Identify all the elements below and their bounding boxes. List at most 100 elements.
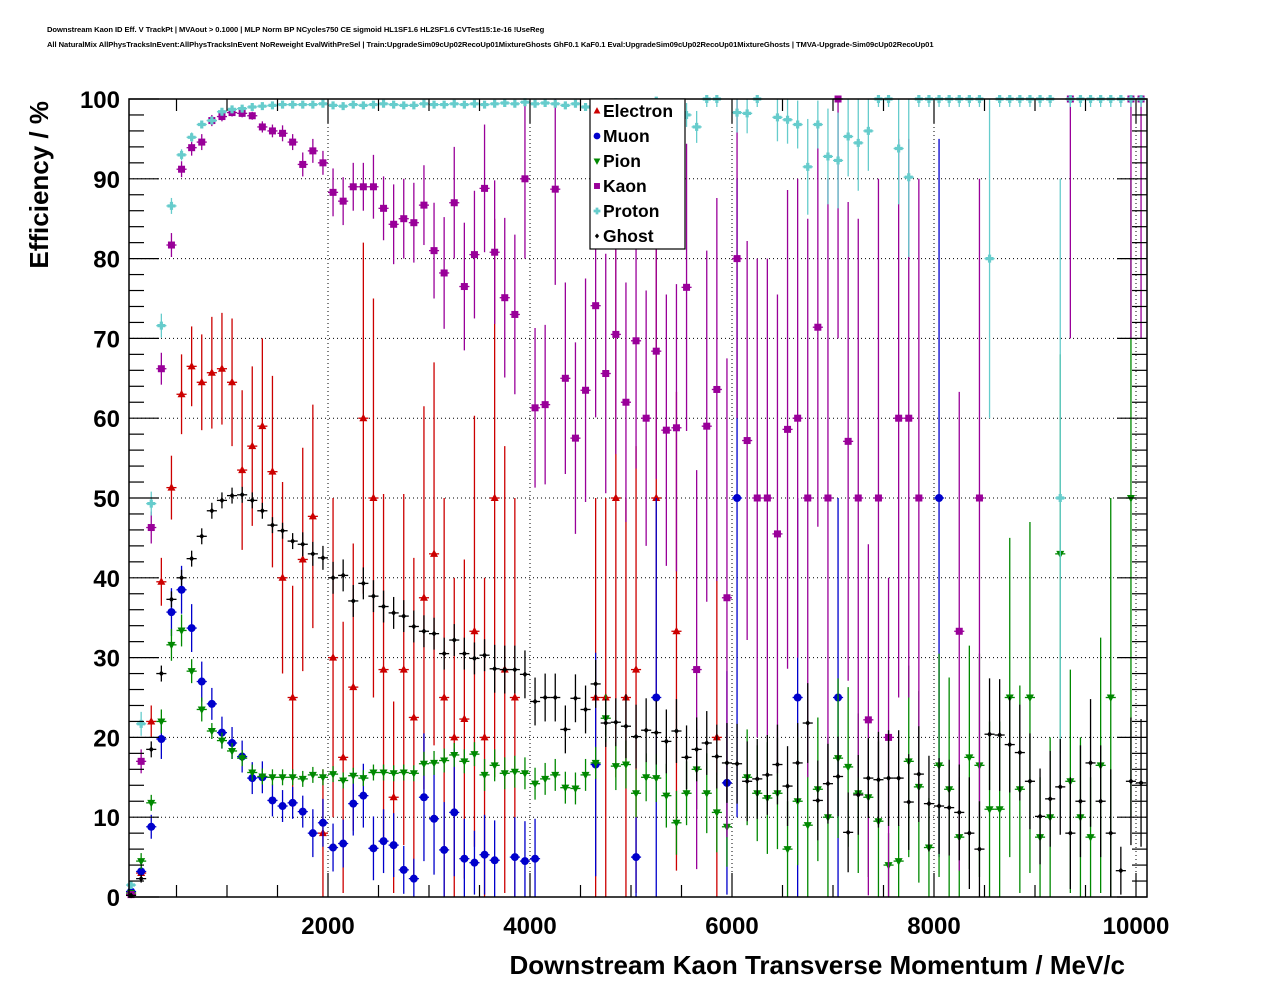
data-point: [238, 465, 247, 474]
data-point: [603, 720, 609, 727]
data-point: [926, 800, 932, 807]
data-point: [593, 207, 601, 215]
y-tick-label: 90: [93, 167, 120, 194]
data-point: [1106, 694, 1115, 702]
data-point: [663, 738, 669, 745]
data-point: [561, 101, 570, 110]
data-point: [793, 120, 802, 129]
data-point: [157, 365, 165, 373]
data-point: [400, 215, 408, 223]
data-point: [682, 790, 691, 798]
data-point: [510, 768, 519, 777]
data-point: [975, 494, 983, 502]
data-point: [783, 846, 792, 854]
data-point: [339, 102, 348, 111]
data-point: [249, 497, 255, 504]
data-point: [916, 771, 922, 778]
data-point: [248, 112, 256, 120]
data-point: [409, 712, 418, 721]
data-point: [480, 771, 489, 780]
data-point: [1077, 798, 1083, 805]
y-tick-label: 0: [107, 885, 120, 912]
data-point: [318, 818, 327, 827]
data-point: [844, 763, 853, 772]
data-point: [379, 665, 388, 673]
data-point: [411, 623, 417, 630]
data-point: [673, 728, 679, 735]
data-point: [835, 773, 841, 780]
data-point: [187, 361, 196, 370]
data-point: [147, 799, 156, 808]
data-point: [288, 693, 297, 701]
data-point: [754, 775, 760, 782]
data-point: [520, 770, 529, 778]
data-point: [369, 769, 378, 778]
data-point: [471, 655, 477, 662]
data-point: [339, 752, 348, 761]
data-point: [593, 680, 599, 687]
x-tick-label: 10000: [1103, 913, 1170, 940]
data-point: [168, 596, 174, 603]
data-point: [460, 758, 469, 766]
data-point: [278, 802, 287, 811]
data-point: [470, 858, 479, 867]
data-point: [965, 754, 974, 762]
data-point: [430, 100, 439, 109]
data-point: [582, 386, 590, 394]
legend-label: Kaon: [603, 176, 647, 196]
data-point: [359, 775, 368, 783]
y-axis-title: Efficiency / %: [24, 101, 54, 269]
data-point: [653, 729, 659, 736]
legend-label: Muon: [603, 126, 650, 146]
data-point: [844, 437, 852, 445]
data-point: [894, 858, 903, 866]
data-point: [177, 150, 186, 159]
data-point: [844, 132, 853, 141]
data-point: [814, 323, 822, 331]
data-point: [794, 414, 802, 422]
data-point: [318, 99, 327, 108]
data-point: [369, 493, 378, 501]
data-point: [724, 759, 730, 766]
data-point: [763, 494, 771, 502]
data-point: [622, 398, 630, 406]
series-pion: [126, 178, 1136, 898]
data-point: [501, 294, 509, 302]
data-point: [1027, 778, 1033, 785]
data-point: [490, 493, 499, 501]
data-point: [419, 99, 428, 108]
data-point: [611, 493, 620, 501]
data-point: [207, 728, 216, 736]
data-point: [431, 630, 437, 637]
data-point: [864, 716, 872, 724]
data-point: [389, 770, 398, 778]
data-point: [450, 751, 459, 760]
data-point: [815, 797, 821, 804]
data-point: [783, 115, 792, 124]
data-point: [743, 109, 752, 118]
data-point: [904, 173, 913, 182]
data-point: [329, 771, 338, 779]
data-point: [349, 183, 357, 191]
data-point: [492, 665, 498, 672]
data-point: [207, 368, 216, 376]
data-point: [834, 156, 843, 165]
legend-entry-muon: Muon: [593, 126, 650, 146]
data-point: [500, 770, 509, 778]
data-point: [399, 865, 408, 874]
data-point: [137, 867, 146, 876]
data-point: [773, 530, 781, 538]
data-point: [581, 102, 590, 111]
data-point: [440, 100, 449, 109]
y-tick-label: 30: [93, 646, 120, 673]
data-point: [299, 160, 307, 168]
data-point: [743, 437, 751, 445]
series-kaon: [126, 95, 1147, 899]
x-axis-title: Downstream Kaon Transverse Momentum / Me…: [509, 950, 1125, 980]
data-point: [460, 714, 469, 723]
data-point: [187, 668, 196, 676]
data-point: [441, 650, 447, 657]
data-point: [278, 573, 287, 581]
data-point: [450, 732, 459, 741]
